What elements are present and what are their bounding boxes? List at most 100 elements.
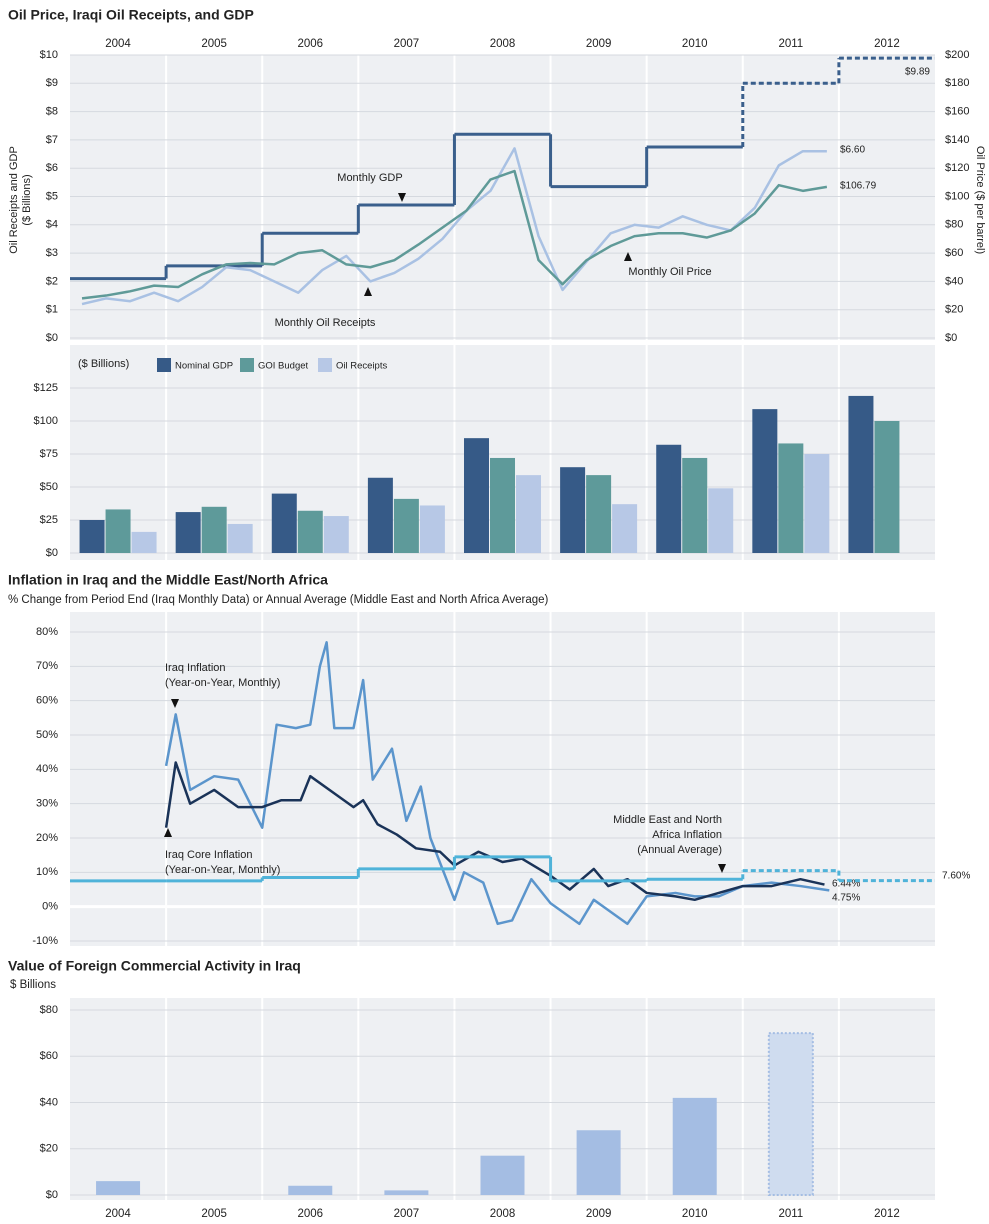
x-tick-label: 2012 <box>874 1208 900 1220</box>
x-tick-label: 2010 <box>682 1208 708 1220</box>
y2-tick-label: $20 <box>945 304 963 316</box>
bar <box>464 438 489 553</box>
bar <box>586 475 612 553</box>
bar <box>105 509 131 553</box>
chart-subtitle: % Change from Period End (Iraq Monthly D… <box>8 594 549 606</box>
callout-pointer <box>164 828 172 837</box>
bar <box>79 520 105 553</box>
bar <box>672 1097 717 1195</box>
y-tick-label: 10% <box>36 866 58 878</box>
bar <box>480 1155 525 1195</box>
y-tick-label: 30% <box>36 798 58 810</box>
bar <box>874 421 900 553</box>
y-tick-label: $20 <box>40 1143 58 1155</box>
y-axis-label: $ Billions <box>10 979 56 991</box>
x-tick-label: 2012 <box>874 38 900 50</box>
bar <box>778 443 804 553</box>
y2-tick-label: $160 <box>945 106 969 118</box>
y-tick-label: $100 <box>34 415 58 427</box>
series-line <box>81 169 828 300</box>
series-callout: (Year-on-Year, Monthly) <box>165 864 280 876</box>
x-tick-label: 2009 <box>586 1208 612 1220</box>
x-tick-label: 2007 <box>394 1208 420 1220</box>
y2-axis-label: Oil Price ($ per barrel) <box>974 146 986 254</box>
series-callout: Monthly Oil Price <box>628 266 711 278</box>
y-tick-label: $5 <box>46 190 58 202</box>
chart-title: Inflation in Iraq and the Middle East/No… <box>8 572 328 588</box>
bar <box>271 493 297 553</box>
value-label: $9.89 <box>905 67 930 78</box>
chart-title: Value of Foreign Commercial Activity in … <box>8 958 301 974</box>
x-tick-label: 2005 <box>201 38 227 50</box>
x-tick-label: 2004 <box>105 38 131 50</box>
y-tick-label: $80 <box>40 1004 58 1016</box>
bar <box>419 505 445 553</box>
y2-tick-label: $120 <box>945 162 969 174</box>
bar <box>490 457 515 553</box>
series-callout: (Annual Average) <box>637 844 722 856</box>
callout-pointer <box>718 864 726 873</box>
x-tick-label: 2011 <box>778 1208 803 1220</box>
callout-pointer <box>624 252 632 261</box>
callout-pointer <box>171 699 179 708</box>
x-tick-label: 2006 <box>297 1208 323 1220</box>
bar <box>612 504 638 553</box>
x-tick-label: 2011 <box>778 38 803 50</box>
series-line <box>81 147 827 306</box>
bar <box>516 475 541 553</box>
bar <box>201 506 227 553</box>
x-tick-label: 2010 <box>682 38 708 50</box>
callout-pointer <box>364 287 372 296</box>
y-tick-label: $10 <box>40 49 58 61</box>
legend-swatch <box>157 358 171 372</box>
y-tick-label: $60 <box>40 1050 58 1062</box>
x-tick-label: 2009 <box>586 38 612 50</box>
series-callout: Iraq Inflation <box>165 662 226 674</box>
y2-tick-label: $200 <box>945 49 969 61</box>
y-tick-label: $50 <box>40 481 58 493</box>
x-tick-label: 2006 <box>297 38 323 50</box>
bar <box>767 1032 814 1196</box>
y-tick-label: $0 <box>46 547 58 559</box>
value-label: $6.60 <box>840 145 865 156</box>
series-callout: Africa Inflation <box>652 829 722 841</box>
callout-pointer <box>398 193 406 202</box>
bar <box>323 516 349 553</box>
panel-background <box>70 55 935 340</box>
x-tick-label: 2004 <box>105 1208 131 1220</box>
bar <box>297 510 323 553</box>
y-axis-label: ($ Billions) <box>78 358 129 370</box>
y-tick-label: $40 <box>40 1096 58 1108</box>
y2-tick-label: $80 <box>945 219 963 231</box>
y2-tick-label: $100 <box>945 190 969 202</box>
y-tick-label: $3 <box>46 247 58 259</box>
y-tick-label: $1 <box>46 304 58 316</box>
series-callout: Iraq Core Inflation <box>165 849 252 861</box>
legend-label: Nominal GDP <box>175 361 233 372</box>
x-tick-label: 2007 <box>394 38 420 50</box>
y-tick-label: $125 <box>34 382 58 394</box>
legend-label: GOI Budget <box>258 361 309 372</box>
value-label: $106.79 <box>840 181 877 192</box>
y-tick-label: 0% <box>42 901 58 913</box>
y2-tick-label: $0 <box>945 332 957 344</box>
legend-swatch <box>318 358 332 372</box>
y-tick-label: $4 <box>46 219 58 231</box>
x-tick-label: 2005 <box>201 1208 227 1220</box>
y2-tick-label: $60 <box>945 247 963 259</box>
bar <box>848 395 874 553</box>
bar <box>708 488 734 553</box>
y-tick-label: $25 <box>40 514 58 526</box>
x-tick-label: 2008 <box>490 1208 516 1220</box>
legend-swatch <box>240 358 254 372</box>
y-tick-label: $9 <box>46 77 58 89</box>
y-tick-label: $8 <box>46 106 58 118</box>
y2-tick-label: $40 <box>945 275 963 287</box>
y-tick-label: 20% <box>36 832 58 844</box>
bar <box>804 454 830 553</box>
bar <box>752 409 778 553</box>
bar <box>288 1185 333 1195</box>
bar <box>576 1130 621 1195</box>
y-tick-label: -10% <box>32 935 58 947</box>
